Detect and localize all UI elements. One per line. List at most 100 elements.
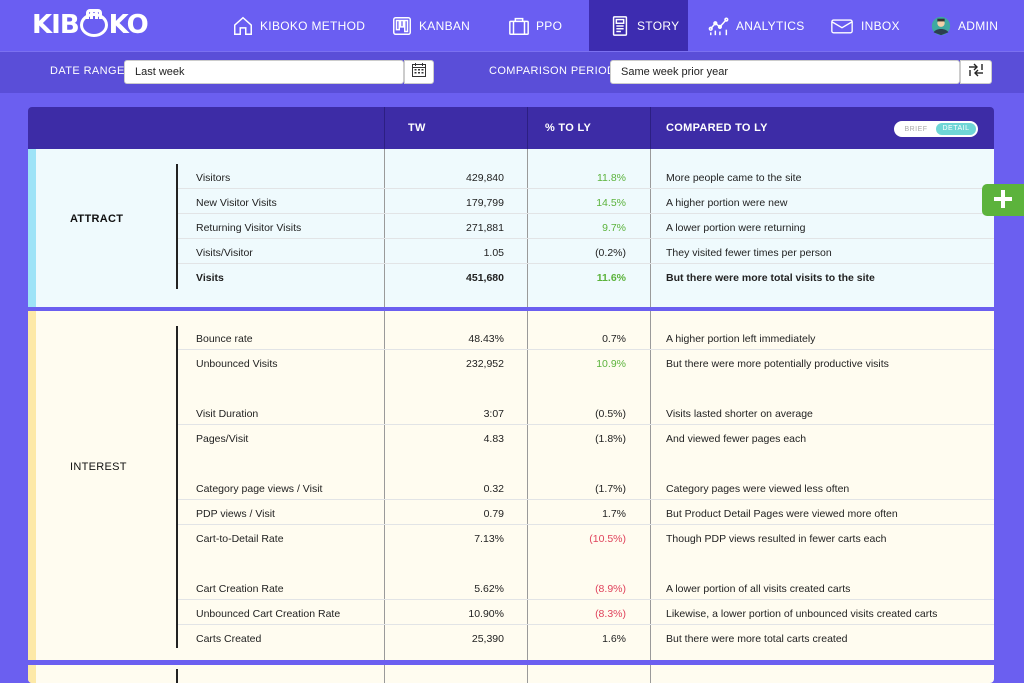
nav-label: KANBAN: [419, 18, 471, 33]
comparison-text: Visits lasted shorter on average: [666, 408, 813, 420]
tw-value: 5.62%: [474, 583, 504, 595]
column-divider: [384, 311, 385, 660]
nav-analytics[interactable]: ANALYTICS: [708, 0, 805, 51]
tw-value: 232,952: [466, 358, 504, 370]
filter-bar: DATE RANGE Last week COMPARISON PERIOD S…: [0, 51, 1024, 93]
briefcase-icon: [508, 15, 530, 37]
plus-icon: [993, 184, 1013, 216]
tw-value: 10.90%: [468, 608, 504, 620]
metric-name: PDP views / Visit: [196, 508, 275, 520]
kanban-icon: [391, 15, 413, 37]
toggle-brief[interactable]: BRIEF: [904, 125, 928, 133]
table-row: Returning Visitor Visits 271,881 9.7% A …: [178, 214, 994, 239]
comparison-text: They visited fewer times per person: [666, 247, 832, 259]
date-range-label: DATE RANGE: [50, 65, 125, 77]
metric-name: Visitors: [196, 172, 231, 184]
top-nav: KIB KO KIBOKO METHOD KANBAN PPO STORY AN…: [0, 0, 1024, 51]
nav-kiboko-method[interactable]: KIBOKO METHOD: [232, 0, 365, 51]
nav-ppo[interactable]: PPO: [508, 0, 562, 51]
metric-name: Visits/Visitor: [196, 247, 253, 259]
tw-value: 3:07: [483, 408, 504, 420]
section-label: ATTRACT: [70, 213, 124, 225]
metric-name: Cart-to-Detail Rate: [196, 533, 284, 545]
section-attract: ATTRACT Visitors 429,840 11.8% More peop…: [28, 149, 994, 310]
header-divider: [384, 107, 385, 149]
comparison-text: And viewed fewer pages each: [666, 433, 807, 445]
table-row: Visit Duration 3:07 (0.5%) Visits lasted…: [178, 400, 994, 425]
nav-inbox[interactable]: INBOX: [831, 0, 900, 51]
kiboko-logo[interactable]: KIB KO: [32, 9, 149, 40]
nav-label: ADMIN: [958, 18, 999, 33]
pct-change: (10.5%): [589, 533, 626, 545]
header-divider: [527, 107, 528, 149]
column-divider: [650, 149, 651, 307]
table-row: Unbounced Visits 232,952 10.9% But there…: [178, 350, 994, 375]
pct-change: (8.3%): [595, 608, 626, 620]
comparison-period-label: COMPARISON PERIOD: [489, 65, 616, 77]
section-bracket: [176, 164, 178, 289]
tw-value: 1.05: [483, 247, 504, 259]
comparison-text: But there were more potentially producti…: [666, 358, 889, 370]
brief-detail-toggle[interactable]: BRIEF DETAIL: [894, 121, 978, 137]
metric-name: New Visitor Visits: [196, 197, 277, 209]
pct-change: 0.7%: [602, 333, 626, 345]
column-divider: [527, 149, 528, 307]
nav-admin[interactable]: ADMIN: [930, 0, 998, 51]
comparison-text: More people came to the site: [666, 172, 802, 184]
metric-name: Visits: [196, 272, 224, 284]
comparison-text: But there were more total carts created: [666, 633, 848, 645]
column-divider: [650, 311, 651, 660]
section-interest: INTEREST Bounce rate 48.43% 0.7% A highe…: [28, 311, 994, 663]
table-row: Bounce rate 48.43% 0.7% A higher portion…: [178, 325, 994, 350]
metric-name: Cart Creation Rate: [196, 583, 284, 595]
table-header: TW % TO LY COMPARED TO LY BRIEF DETAIL: [28, 107, 994, 149]
nav-kanban[interactable]: KANBAN: [391, 0, 470, 51]
nav-label: KIBOKO METHOD: [260, 18, 366, 33]
pct-change: 11.8%: [597, 172, 626, 184]
pct-change: 10.9%: [596, 358, 626, 370]
pct-change: (1.8%): [595, 433, 626, 445]
tw-value: 48.43%: [468, 333, 504, 345]
pct-change: (1.7%): [595, 483, 626, 495]
comparison-text: But Product Detail Pages were viewed mor…: [666, 508, 898, 520]
metric-name: Category page views / Visit: [196, 483, 323, 495]
pct-change: 1.6%: [602, 633, 626, 645]
pct-change: (8.9%): [595, 583, 626, 595]
table-row-total: Visits 451,680 11.6% But there were more…: [178, 264, 994, 289]
comparison-text: Likewise, a lower portion of unbounced v…: [666, 608, 938, 620]
column-divider: [650, 665, 651, 683]
column-divider: [527, 665, 528, 683]
table-row: Unbounced Cart Creation Rate 10.90% (8.3…: [178, 600, 994, 625]
metric-name: Unbounced Cart Creation Rate: [196, 608, 341, 620]
swap-comparison-button[interactable]: [960, 60, 992, 84]
logo-hippo-mark: [79, 9, 108, 37]
tw-value: 451,680: [466, 272, 504, 284]
calendar-button[interactable]: [404, 60, 434, 84]
story-icon: [609, 15, 631, 37]
comparison-period-input[interactable]: Same week prior year: [610, 60, 960, 84]
table-row: Cart-to-Detail Rate 7.13% (10.5%) Though…: [178, 525, 994, 550]
metric-name: Carts Created: [196, 633, 262, 645]
table-row: Cart Creation Rate 5.62% (8.9%) A lower …: [178, 575, 994, 600]
tw-value: 7.13%: [474, 533, 504, 545]
column-divider: [527, 311, 528, 660]
tw-value: 0.32: [483, 483, 504, 495]
logo-text-left: KIB: [32, 10, 80, 40]
metric-name: Unbounced Visits: [196, 358, 278, 370]
comparison-text: A higher portion were new: [666, 197, 788, 209]
date-range-input[interactable]: Last week: [124, 60, 404, 84]
metric-name: Visit Duration: [196, 408, 259, 420]
column-divider: [384, 665, 385, 683]
metric-name: Bounce rate: [196, 333, 253, 345]
tw-value: 429,840: [466, 172, 504, 184]
nav-story[interactable]: STORY: [589, 0, 688, 51]
toggle-detail[interactable]: DETAIL: [936, 123, 976, 135]
section-accent: [28, 149, 36, 307]
metric-name: Pages/Visit: [196, 433, 249, 445]
add-button[interactable]: [982, 184, 1024, 216]
nav-label: PPO: [536, 18, 563, 33]
table-row: Pages/Visit 4.83 (1.8%) And viewed fewer…: [178, 425, 994, 450]
nav-label: ANALYTICS: [736, 18, 805, 33]
section-label: INTEREST: [70, 461, 127, 473]
column-divider: [384, 149, 385, 307]
